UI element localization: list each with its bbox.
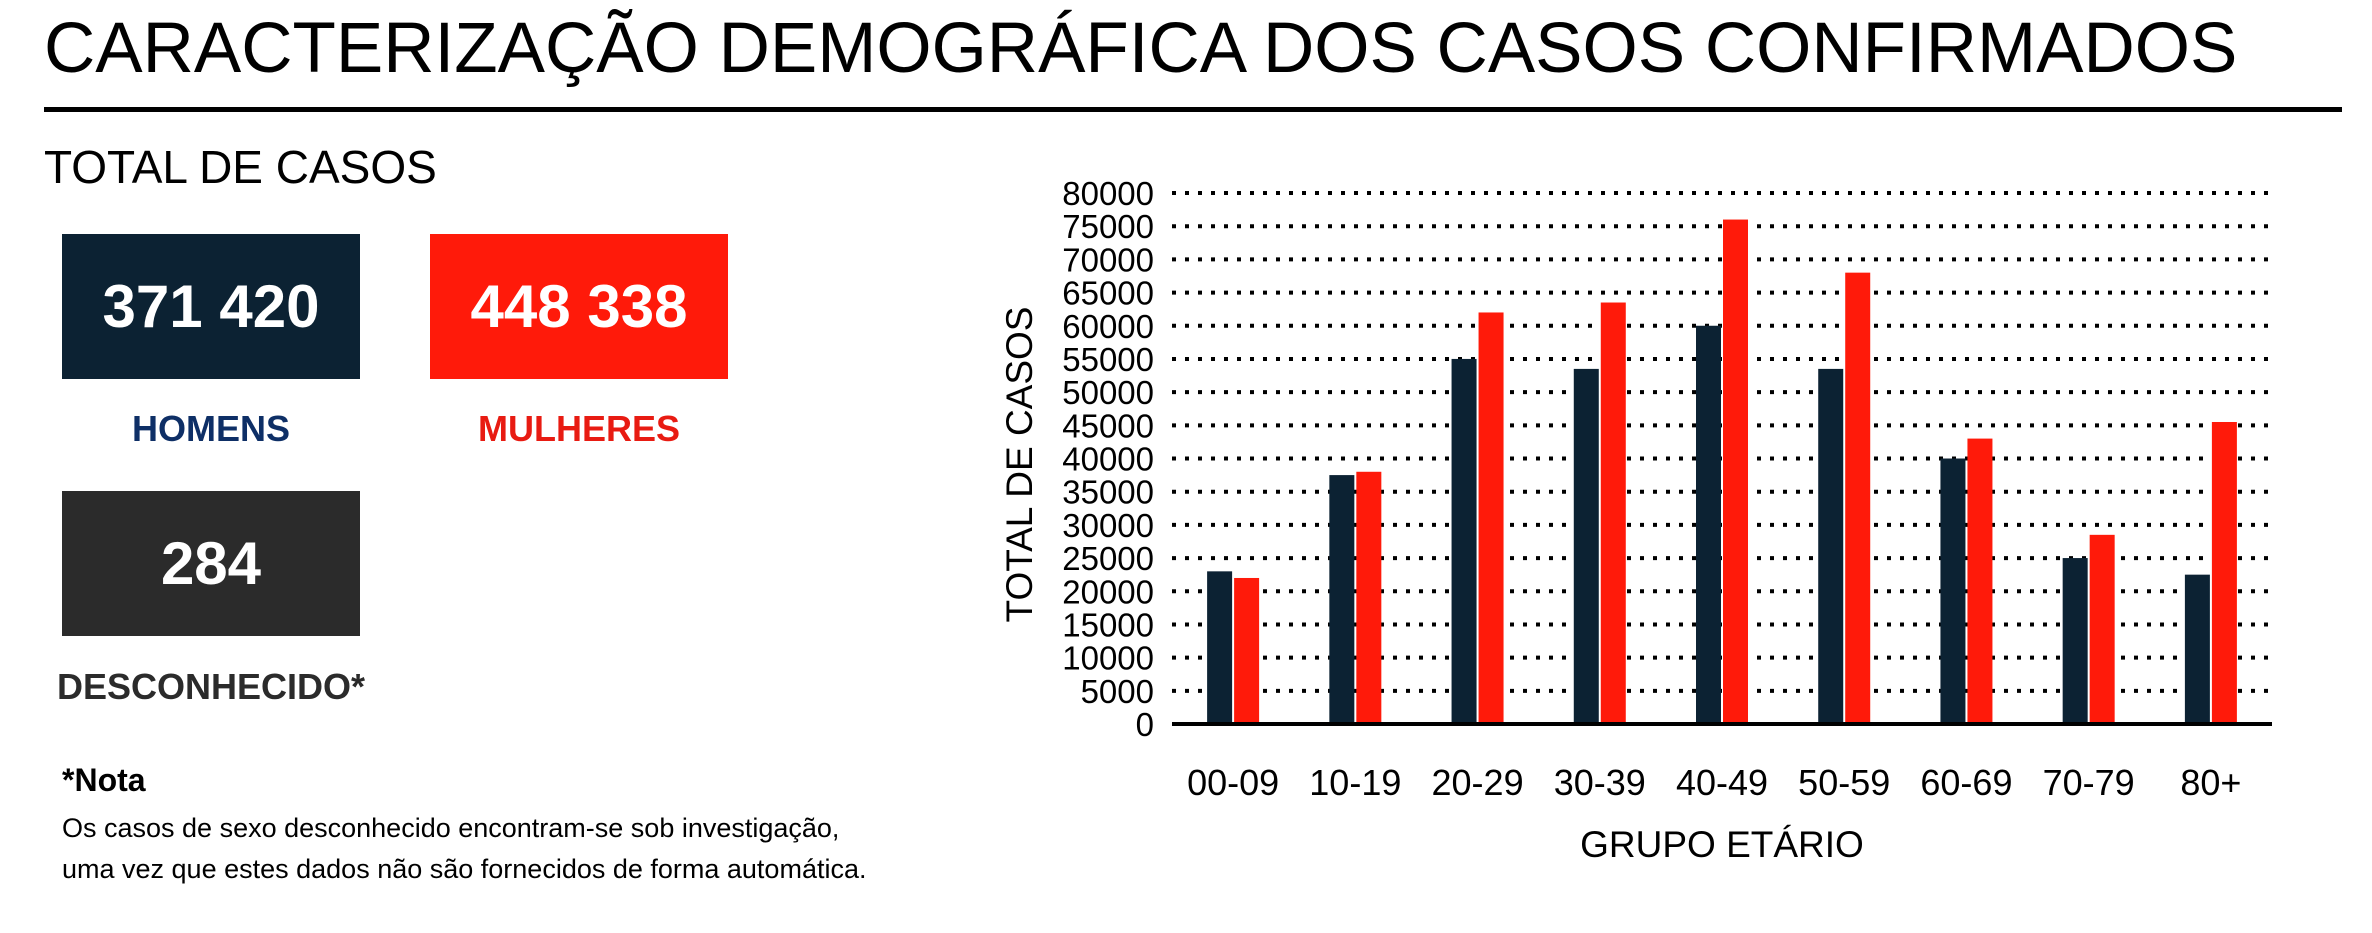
x-tick-label: 50-59 [1798, 762, 1890, 803]
note-text-line-1: Os casos de sexo desconhecido encontram-… [62, 813, 840, 843]
y-tick-label: 65000 [1062, 275, 1154, 312]
y-tick-label: 55000 [1062, 341, 1154, 378]
x-tick-label: 70-79 [2043, 762, 2135, 803]
bar-women-30-39 [1600, 302, 1626, 724]
y-tick-label: 30000 [1062, 507, 1154, 544]
bar-women-80+ [2211, 421, 2237, 724]
y-tick-label: 40000 [1062, 441, 1154, 478]
title-divider [44, 107, 2342, 112]
y-tick-labels: 0500010000150002000025000300003500040000… [1062, 175, 1154, 743]
x-tick-label: 10-19 [1309, 762, 1401, 803]
bar-men-70-79 [2062, 558, 2088, 724]
bar-men-30-39 [1573, 368, 1599, 724]
note-title: *Nota [62, 762, 146, 798]
women-total-card: 448 338 [430, 234, 728, 379]
bar-women-60-69 [1967, 438, 1993, 724]
y-tick-label: 25000 [1062, 540, 1154, 577]
unknown-label: DESCONHECIDO* [56, 666, 366, 707]
y-tick-label: 10000 [1062, 640, 1154, 677]
y-tick-label: 70000 [1062, 241, 1154, 278]
page-title: CARACTERIZAÇÃO DEMOGRÁFICA DOS CASOS CON… [44, 9, 2238, 88]
men-total-value: 371 420 [102, 273, 320, 340]
y-tick-label: 60000 [1062, 308, 1154, 345]
y-tick-label: 50000 [1062, 374, 1154, 411]
bar-women-40-49 [1723, 219, 1748, 725]
bar-men-00-09 [1207, 571, 1233, 724]
y-tick-label: 20000 [1062, 573, 1154, 610]
x-tick-label: 60-69 [1920, 762, 2012, 803]
y-tick-label: 15000 [1062, 606, 1154, 643]
bar-men-10-19 [1329, 475, 1355, 724]
y-axis-title: TOTAL DE CASOS [999, 307, 1040, 623]
bar-men-80+ [2184, 574, 2210, 724]
bar-men-40-49 [1696, 325, 1721, 724]
bar-men-50-59 [1818, 368, 1844, 724]
y-tick-label: 80000 [1062, 175, 1154, 212]
x-tick-label: 40-49 [1676, 762, 1768, 803]
x-tick-label: 20-29 [1432, 762, 1524, 803]
y-tick-label: 45000 [1062, 407, 1154, 444]
note-text-line-2: uma vez que estes dados não são fornecid… [62, 854, 867, 884]
men-label: HOMENS [131, 408, 290, 449]
bar-women-20-29 [1478, 312, 1504, 724]
y-tick-label: 5000 [1081, 673, 1154, 710]
bar-men-60-69 [1940, 458, 1966, 724]
x-tick-label: 30-39 [1554, 762, 1646, 803]
chart-bars [1207, 219, 2237, 725]
chart-gridlines [1172, 191, 2272, 693]
men-total-card: 371 420 [62, 234, 360, 379]
x-axis-title: GRUPO ETÁRIO [1580, 824, 1864, 865]
bar-men-20-29 [1451, 358, 1477, 724]
bar-women-00-09 [1234, 577, 1260, 724]
x-tick-label: 80+ [2180, 762, 2241, 803]
women-total-value: 448 338 [470, 273, 688, 340]
x-tick-labels: 00-09 10-19 20-29 30-39 40-49 50-59 60-69 70-79… [1187, 762, 2241, 803]
y-tick-label: 35000 [1062, 474, 1154, 511]
total-cases-label: TOTAL DE CASOS [44, 141, 437, 193]
bar-women-70-79 [2089, 534, 2115, 724]
unknown-total-value: 284 [160, 530, 262, 597]
bar-women-10-19 [1356, 471, 1382, 724]
y-tick-label: 0 [1136, 706, 1154, 743]
bar-women-50-59 [1845, 272, 1871, 724]
women-label: MULHERES [477, 408, 680, 449]
x-tick-label: 00-09 [1187, 762, 1279, 803]
y-tick-label: 75000 [1062, 208, 1154, 245]
unknown-total-card: 284 [62, 491, 360, 636]
